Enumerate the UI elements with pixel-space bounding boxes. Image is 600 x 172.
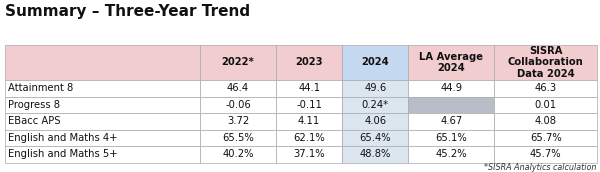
Bar (5, 80, 200, 96)
Text: 65.4%: 65.4% (359, 133, 391, 143)
Bar (494, 80, 597, 96)
Text: 0.24*: 0.24* (362, 100, 389, 110)
Text: 2024: 2024 (361, 57, 389, 67)
Text: 2023: 2023 (295, 57, 323, 67)
Bar (276, 45, 342, 80)
Bar (5, 146, 200, 163)
Bar (342, 146, 409, 163)
Bar (5, 130, 200, 146)
Bar (200, 146, 276, 163)
Bar (5, 96, 200, 113)
Bar (409, 80, 494, 96)
Text: 65.5%: 65.5% (222, 133, 254, 143)
Text: -0.06: -0.06 (225, 100, 251, 110)
Bar (5, 45, 200, 80)
Bar (342, 80, 409, 96)
Text: 48.8%: 48.8% (359, 149, 391, 159)
Bar (200, 80, 276, 96)
Bar (200, 96, 276, 113)
Text: 4.11: 4.11 (298, 116, 320, 126)
Text: 3.72: 3.72 (227, 116, 249, 126)
Bar (494, 130, 597, 146)
Text: -0.11: -0.11 (296, 100, 322, 110)
Text: 62.1%: 62.1% (293, 133, 325, 143)
Text: 46.4: 46.4 (227, 83, 249, 93)
Bar (494, 96, 597, 113)
Text: 0.01: 0.01 (535, 100, 557, 110)
Bar (276, 80, 342, 96)
Bar (200, 45, 276, 80)
Text: EBacc APS: EBacc APS (8, 116, 61, 126)
Bar (409, 146, 494, 163)
Bar (409, 96, 494, 113)
Text: *SISRA Analytics calculation: *SISRA Analytics calculation (485, 163, 597, 172)
Text: 2022*: 2022* (221, 57, 254, 67)
Bar (342, 130, 409, 146)
Bar (409, 130, 494, 146)
Text: English and Maths 4+: English and Maths 4+ (8, 133, 118, 143)
Text: 45.7%: 45.7% (530, 149, 562, 159)
Text: English and Maths 5+: English and Maths 5+ (8, 149, 118, 159)
Bar (342, 113, 409, 130)
Bar (409, 113, 494, 130)
Text: Summary – Three-Year Trend: Summary – Three-Year Trend (5, 4, 250, 19)
Bar (200, 130, 276, 146)
Text: 45.2%: 45.2% (436, 149, 467, 159)
Text: 65.1%: 65.1% (436, 133, 467, 143)
Text: 44.1: 44.1 (298, 83, 320, 93)
Text: SISRA
Collaboration
Data 2024: SISRA Collaboration Data 2024 (508, 46, 584, 79)
Bar (409, 45, 494, 80)
Text: 46.3: 46.3 (535, 83, 557, 93)
Bar (276, 146, 342, 163)
Text: 44.9: 44.9 (440, 83, 463, 93)
Bar (342, 45, 409, 80)
Bar (494, 45, 597, 80)
Bar (200, 113, 276, 130)
Text: 49.6: 49.6 (364, 83, 386, 93)
Bar (494, 146, 597, 163)
Bar (276, 96, 342, 113)
Bar (5, 113, 200, 130)
Bar (276, 130, 342, 146)
Text: 4.06: 4.06 (364, 116, 386, 126)
Text: 40.2%: 40.2% (222, 149, 254, 159)
Bar (494, 113, 597, 130)
Bar (276, 113, 342, 130)
Text: 65.7%: 65.7% (530, 133, 562, 143)
Text: Attainment 8: Attainment 8 (8, 83, 74, 93)
Text: 37.1%: 37.1% (293, 149, 325, 159)
Text: Progress 8: Progress 8 (8, 100, 61, 110)
Text: 4.08: 4.08 (535, 116, 557, 126)
Text: 4.67: 4.67 (440, 116, 463, 126)
Bar (342, 96, 409, 113)
Text: LA Average
2024: LA Average 2024 (419, 52, 484, 73)
